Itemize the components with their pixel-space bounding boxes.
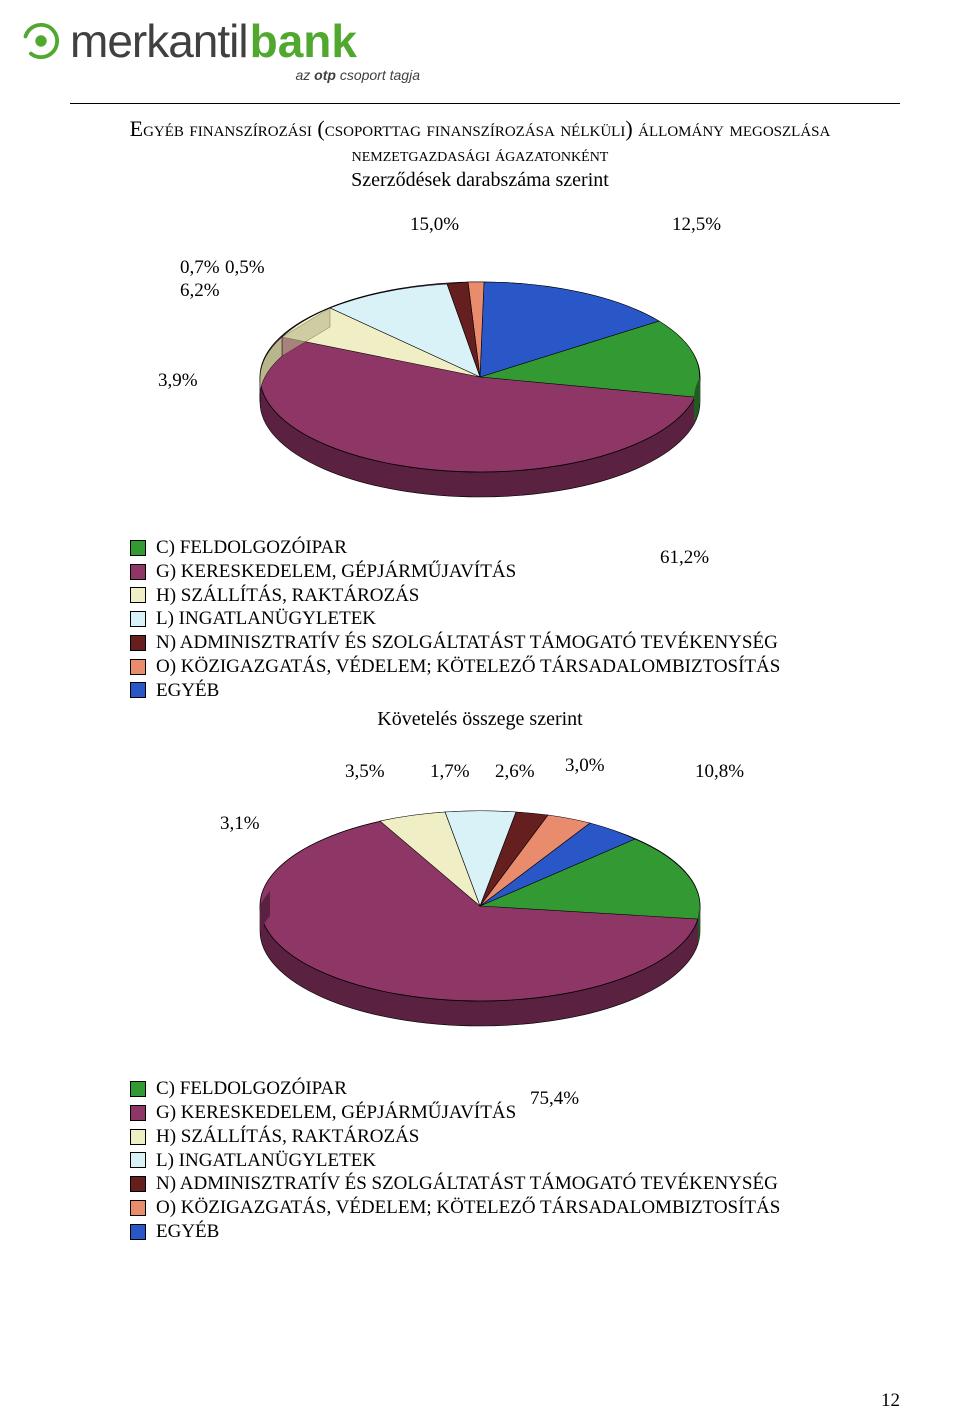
legend2-label-0: C) FELDOLGOZÓIPAR bbox=[156, 1077, 347, 1101]
swatch-blue bbox=[130, 682, 146, 698]
legend2-label-2: H) SZÁLLÍTÁS, RAKTÁROZÁS bbox=[156, 1125, 419, 1149]
legend1-item: H) SZÁLLÍTÁS, RAKTÁROZÁS bbox=[130, 584, 960, 608]
legend-1: 61,2% C) FELDOLGOZÓIPAR G) KERESKEDELEM,… bbox=[130, 536, 960, 702]
swatch-purple bbox=[130, 564, 146, 580]
swatch-green bbox=[130, 1081, 146, 1097]
legend2-label-1: G) KERESKEDELEM, GÉPJÁRMŰJAVÍTÁS bbox=[156, 1101, 516, 1125]
chart2-label-big: 75,4% bbox=[530, 1087, 579, 1111]
legend1-label-1: G) KERESKEDELEM, GÉPJÁRMŰJAVÍTÁS bbox=[156, 560, 516, 584]
logo: merkantil bank bbox=[0, 0, 960, 71]
title-line1: Egyéb finanszírozási (csoporttag finansz… bbox=[80, 116, 880, 142]
horizontal-rule bbox=[70, 103, 900, 104]
logo-sub-bold: otp bbox=[314, 67, 336, 83]
legend1-label-5: O) KÖZIGAZGATÁS, VÉDELEM; KÖTELEZŐ TÁRSA… bbox=[156, 655, 780, 679]
chart2-label-30: 3,0% bbox=[565, 755, 605, 777]
logo-sub-prefix: az bbox=[295, 67, 314, 83]
legend1-item: EGYÉB bbox=[130, 679, 960, 703]
legend2-item: L) INGATLANÜGYLETEK bbox=[130, 1149, 960, 1173]
chart1-label-07: 0,7% bbox=[180, 257, 220, 279]
legend2-label-5: O) KÖZIGAZGATÁS, VÉDELEM; KÖTELEZŐ TÁRSA… bbox=[156, 1196, 780, 1220]
legend2-item: H) SZÁLLÍTÁS, RAKTÁROZÁS bbox=[130, 1125, 960, 1149]
legend1-item: L) INGATLANÜGYLETEK bbox=[130, 607, 960, 631]
pie2-svg bbox=[200, 741, 760, 1041]
page-number: 12 bbox=[881, 1390, 900, 1412]
chart1-label-05: 0,5% bbox=[225, 257, 265, 279]
legend2-label-3: L) INGATLANÜGYLETEK bbox=[156, 1149, 376, 1173]
swatch-green bbox=[130, 540, 146, 556]
swatch-darkred bbox=[130, 635, 146, 651]
legend1-label-2: H) SZÁLLÍTÁS, RAKTÁROZÁS bbox=[156, 584, 419, 608]
legend2-label-6: EGYÉB bbox=[156, 1220, 219, 1244]
legend-2: 75,4% C) FELDOLGOZÓIPAR G) KERESKEDELEM,… bbox=[130, 1077, 960, 1243]
legend1-item: C) FELDOLGOZÓIPAR bbox=[130, 536, 960, 560]
chart2-label-31: 3,1% bbox=[220, 813, 260, 835]
legend1-label-0: C) FELDOLGOZÓIPAR bbox=[156, 536, 347, 560]
legend1-item: G) KERESKEDELEM, GÉPJÁRMŰJAVÍTÁS bbox=[130, 560, 960, 584]
pie-chart-2: 3,5% 1,7% 2,6% 3,0% 10,8% 3,1% bbox=[70, 741, 890, 1071]
chart1-label-blue: 15,0% bbox=[410, 214, 459, 236]
swatch-darkred bbox=[130, 1176, 146, 1192]
title-line2: nemzetgazdasági ágazatonként bbox=[80, 144, 880, 167]
legend1-item: N) ADMINISZTRATÍV ÉS SZOLGÁLTATÁST TÁMOG… bbox=[130, 631, 960, 655]
chart1-label-green: 12,5% bbox=[672, 214, 721, 236]
legend2-item: N) ADMINISZTRATÍV ÉS SZOLGÁLTATÁST TÁMOG… bbox=[130, 1172, 960, 1196]
logo-sub-suffix: csoport tagja bbox=[336, 67, 420, 83]
title-line3: Szerződések darabszáma szerint bbox=[80, 169, 880, 192]
pie1-svg bbox=[200, 202, 760, 512]
chart2-label-35: 3,5% bbox=[345, 761, 385, 783]
chart1-label-39: 3,9% bbox=[158, 370, 198, 392]
subtitle-mid: Követelés összege szerint bbox=[0, 708, 960, 731]
legend2-item: O) KÖZIGAZGATÁS, VÉDELEM; KÖTELEZŐ TÁRSA… bbox=[130, 1196, 960, 1220]
swatch-lightblue bbox=[130, 1152, 146, 1168]
legend1-item: O) KÖZIGAZGATÁS, VÉDELEM; KÖTELEZŐ TÁRSA… bbox=[130, 655, 960, 679]
swatch-cream bbox=[130, 587, 146, 603]
swatch-salmon bbox=[130, 659, 146, 675]
logo-word-bank: bank bbox=[250, 14, 357, 68]
legend2-item: EGYÉB bbox=[130, 1220, 960, 1244]
chart1-label-62: 6,2% bbox=[180, 280, 220, 302]
legend1-label-3: L) INGATLANÜGYLETEK bbox=[156, 607, 376, 631]
chart2-label-17: 1,7% bbox=[430, 761, 470, 783]
swatch-lightblue bbox=[130, 611, 146, 627]
chart2-label-26: 2,6% bbox=[495, 761, 535, 783]
swatch-purple bbox=[130, 1105, 146, 1121]
pie-chart-1: 15,0% 12,5% 0,7% 0,5% 6,2% 3,9% bbox=[70, 202, 890, 532]
legend2-label-4: N) ADMINISZTRATÍV ÉS SZOLGÁLTATÁST TÁMOG… bbox=[156, 1172, 778, 1196]
logo-word-merkantil: merkantil bbox=[70, 14, 248, 68]
legend1-label-6: EGYÉB bbox=[156, 679, 219, 703]
swatch-cream bbox=[130, 1129, 146, 1145]
logo-subtitle: az otp csoport tagja bbox=[0, 67, 960, 83]
swatch-salmon bbox=[130, 1200, 146, 1216]
merkantil-logo-icon bbox=[22, 22, 60, 60]
legend1-label-4: N) ADMINISZTRATÍV ÉS SZOLGÁLTATÁST TÁMOG… bbox=[156, 631, 778, 655]
chart1-label-big: 61,2% bbox=[660, 546, 709, 570]
chart2-label-108: 10,8% bbox=[695, 761, 744, 783]
title-block: Egyéb finanszírozási (csoporttag finansz… bbox=[80, 116, 880, 192]
swatch-blue bbox=[130, 1224, 146, 1240]
